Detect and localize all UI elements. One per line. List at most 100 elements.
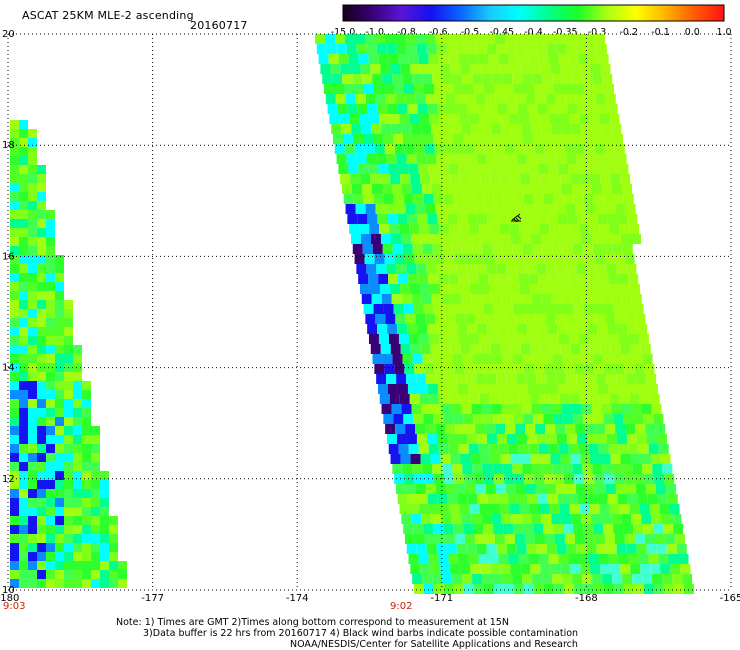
swath-pixel xyxy=(596,44,607,54)
swath-pixel xyxy=(456,154,467,164)
swath-pixel xyxy=(543,414,554,424)
swath-pixel xyxy=(46,318,55,327)
swath-pixel xyxy=(386,154,397,164)
swath-pixel xyxy=(452,464,463,474)
swath-pixel xyxy=(469,504,480,514)
swath-pixel xyxy=(10,228,19,237)
swath-pixel xyxy=(537,384,548,394)
swath-pixel xyxy=(10,426,19,435)
swath-pixel xyxy=(496,264,507,274)
swath-pixel xyxy=(673,524,684,534)
swath-pixel xyxy=(497,214,508,224)
swath-pixel xyxy=(521,184,532,194)
swath-pixel xyxy=(670,564,681,574)
swath-pixel xyxy=(10,534,19,543)
swath-pixel xyxy=(46,372,55,381)
swath-pixel xyxy=(405,424,416,434)
swath-pixel xyxy=(37,453,46,462)
swath-pixel xyxy=(413,84,424,94)
swath-pixel xyxy=(487,214,498,224)
swath-pixel xyxy=(587,494,598,504)
swath-pixel xyxy=(572,354,583,364)
swath-pixel xyxy=(439,394,450,404)
swath-pixel xyxy=(430,234,441,244)
swath-pixel xyxy=(466,264,477,274)
swath-pixel xyxy=(346,154,357,164)
swath-pixel xyxy=(419,284,430,294)
swath-pixel xyxy=(455,484,466,494)
swath-pixel xyxy=(500,174,511,184)
swath-pixel xyxy=(19,570,28,579)
swath-pixel xyxy=(82,570,91,579)
swath-pixel xyxy=(592,244,603,254)
swath-pixel xyxy=(515,204,526,214)
swath-pixel xyxy=(397,494,408,504)
swath-pixel xyxy=(435,94,446,104)
swath-pixel xyxy=(46,210,55,219)
swath-pixel xyxy=(676,544,687,554)
swath-pixel xyxy=(585,34,595,44)
swath-pixel xyxy=(499,504,510,514)
swath-pixel xyxy=(456,44,467,54)
swath-pixel xyxy=(493,524,504,534)
swath-pixel xyxy=(473,84,484,94)
swath-pixel xyxy=(562,74,573,84)
swath-pixel xyxy=(590,344,601,354)
swath-pixel xyxy=(28,507,37,516)
swath-pixel xyxy=(46,417,55,426)
swath-pixel xyxy=(519,114,530,124)
swath-pixel xyxy=(562,354,573,364)
colorbar-tick-label: 0.0 xyxy=(685,27,700,38)
swath-pixel xyxy=(64,417,73,426)
swath-pixel xyxy=(624,364,635,374)
swath-pixel xyxy=(610,344,621,354)
swath-pixel xyxy=(480,234,491,244)
swath-pixel xyxy=(640,454,651,464)
swath-pixel xyxy=(405,94,416,104)
swath-pixel xyxy=(10,336,19,345)
swath-pixel xyxy=(439,284,450,294)
swath-pixel xyxy=(391,294,402,304)
swath-pixel xyxy=(73,525,82,534)
swath-pixel xyxy=(580,344,591,354)
swath-pixel xyxy=(658,554,669,564)
swath-pixel xyxy=(46,309,55,318)
swath-pixel xyxy=(512,74,523,84)
swath-pixel xyxy=(418,554,429,564)
swath-pixel xyxy=(422,574,433,584)
swath-pixel xyxy=(410,344,421,354)
swath-pixel xyxy=(585,94,596,104)
swath-pixel xyxy=(55,516,64,525)
swath-pixel xyxy=(665,484,676,494)
swath-pixel xyxy=(577,384,588,394)
swath-pixel xyxy=(10,525,19,534)
swath-pixel xyxy=(37,309,46,318)
swath-pixel xyxy=(669,504,680,514)
swath-pixel xyxy=(453,194,464,204)
swath-pixel xyxy=(421,514,432,524)
swath-pixel xyxy=(37,543,46,552)
swath-pixel xyxy=(10,444,19,453)
swath-pixel xyxy=(460,234,471,244)
swath-pixel xyxy=(73,561,82,570)
swath-pixel xyxy=(555,94,566,104)
swath-pixel xyxy=(585,204,596,214)
swath-pixel xyxy=(629,504,640,514)
swath-pixel xyxy=(552,134,563,144)
swath-pixel xyxy=(404,474,415,484)
swath-pixel xyxy=(37,570,46,579)
swath-pixel xyxy=(588,274,599,284)
swath-pixel xyxy=(572,244,583,254)
swath-pixel xyxy=(504,364,515,374)
swath-pixel xyxy=(10,381,19,390)
swath-pixel xyxy=(551,514,562,524)
swath-pixel xyxy=(19,417,28,426)
swath-pixel xyxy=(73,534,82,543)
swath-pixel xyxy=(637,384,648,394)
swath-pixel xyxy=(109,579,118,588)
swath-pixel xyxy=(532,74,543,84)
swath-pixel xyxy=(379,394,390,404)
swath-pixel xyxy=(409,284,420,294)
swath-pixel xyxy=(652,574,663,584)
